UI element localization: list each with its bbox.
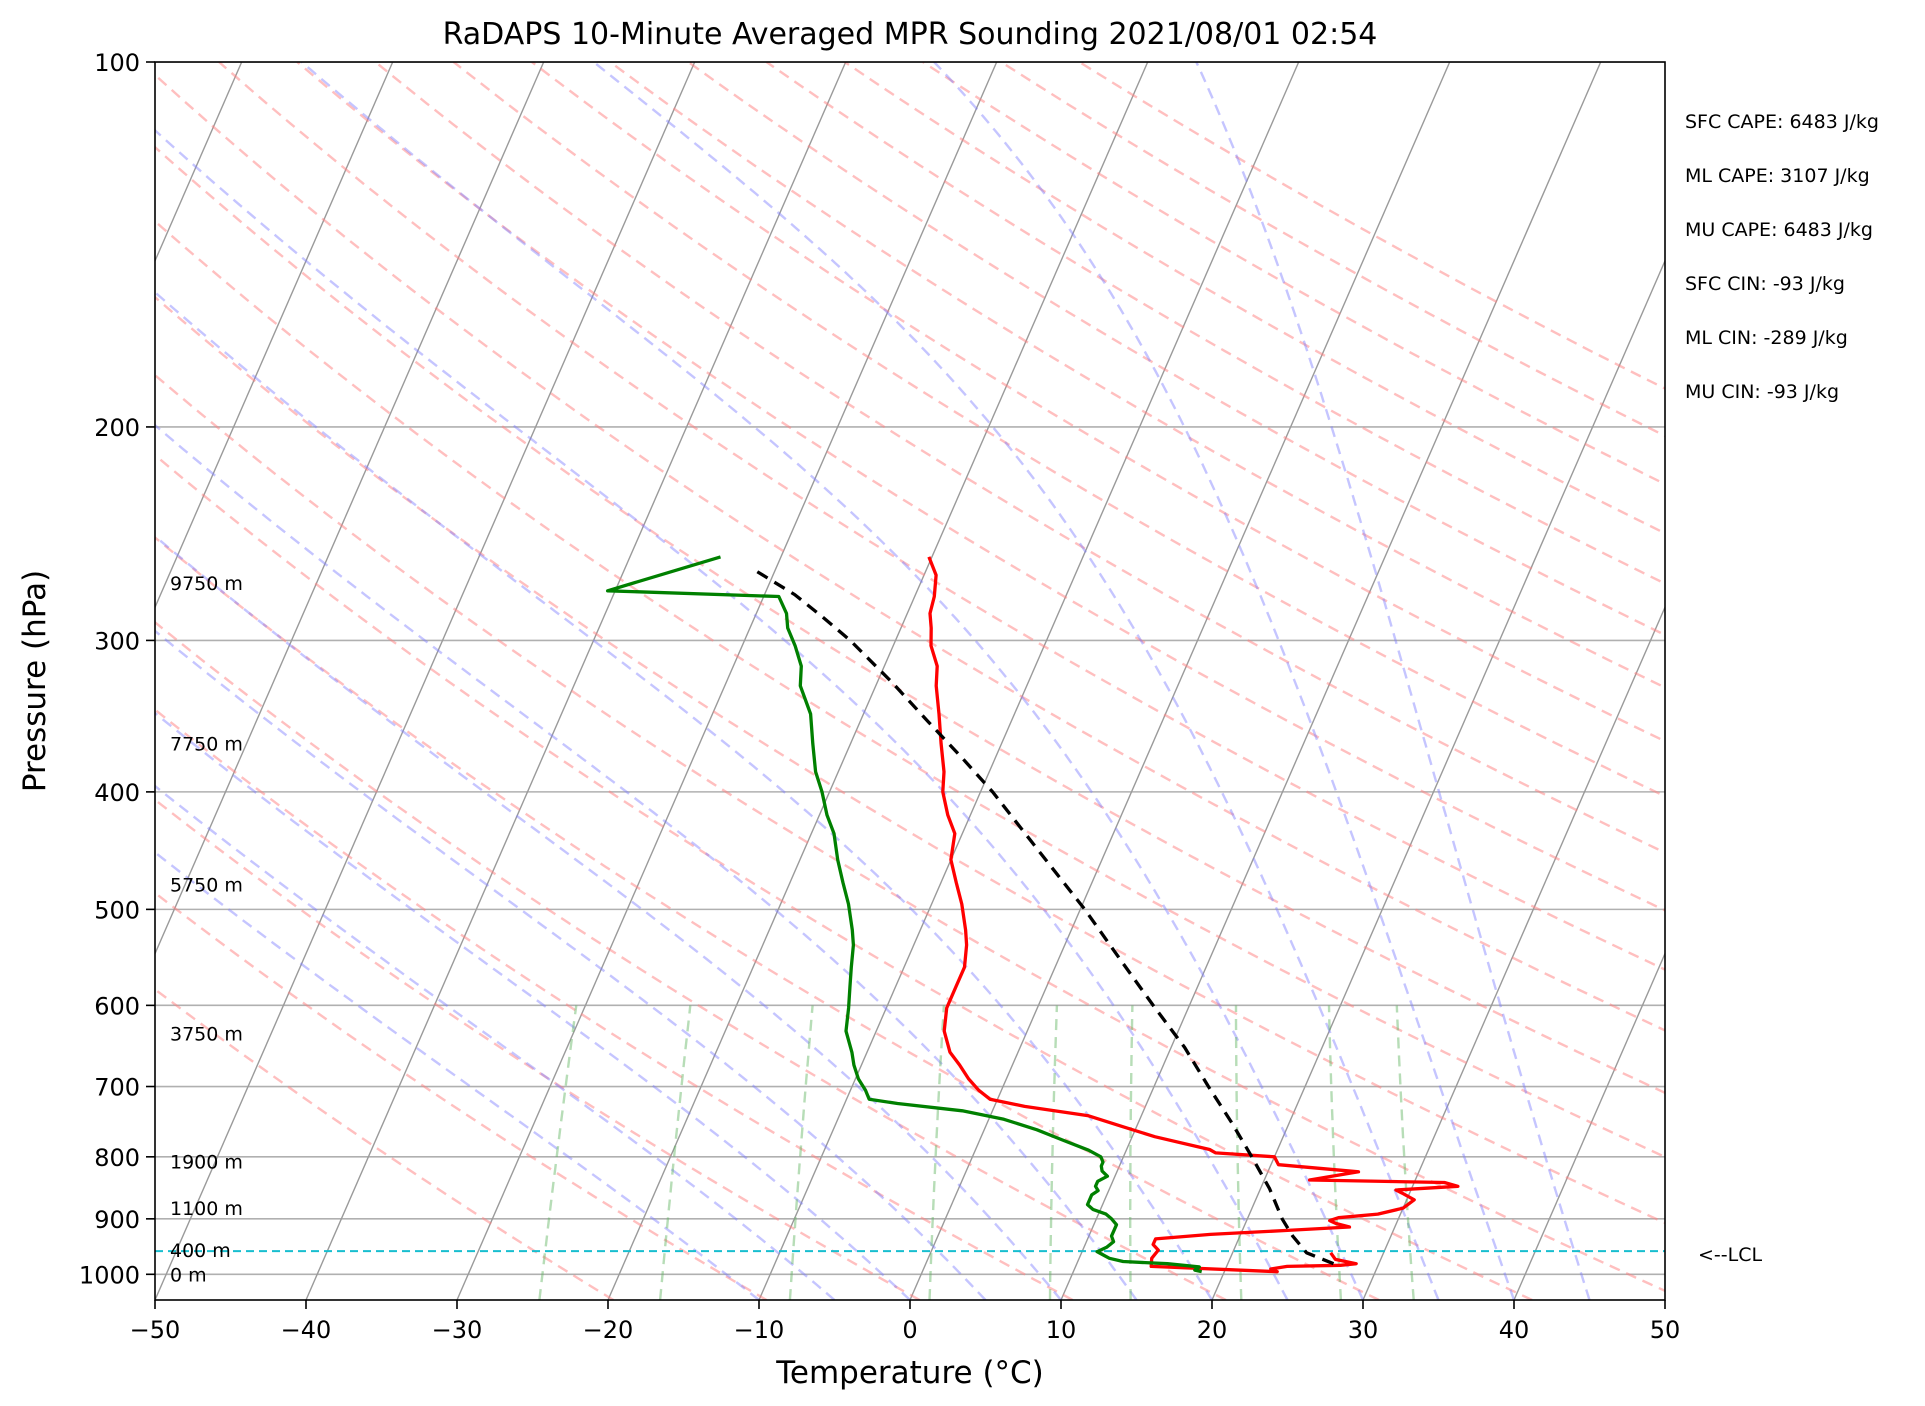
stability-index: SFC CAPE: 6483 J/kg [1685, 111, 1879, 133]
profile-lines [155, 555, 1665, 1274]
mixing-ratio-line [1129, 1005, 1134, 1300]
y-tick-label: 1000 [79, 1261, 140, 1289]
dry-adiabat [155, 145, 1665, 1095]
background-lines [155, 62, 1665, 1300]
height-label: 9750 m [170, 573, 243, 595]
x-tick-label: −30 [432, 1316, 483, 1344]
dry-adiabat [155, 536, 1380, 1300]
height-label: 3750 m [170, 1024, 243, 1046]
mixing-ratio-line [658, 1005, 692, 1300]
dry-adiabat [155, 295, 1665, 1225]
mixing-ratio-line [538, 1005, 578, 1300]
parcel-profile [752, 567, 1335, 1266]
isotherm-line [607, 62, 1149, 1300]
dry-adiabat [609, 62, 1665, 689]
y-tick-label: 600 [94, 992, 140, 1020]
x-tick-label: 50 [1650, 1316, 1681, 1344]
moist-adiabat [592, 62, 1440, 1300]
height-label: 1900 m [170, 1151, 243, 1173]
isotherm-line [1211, 259, 1665, 1300]
dry-adiabat [155, 708, 1074, 1300]
x-tick-label: −10 [734, 1316, 785, 1344]
height-label: 5750 m [170, 875, 243, 897]
dry-adiabat [218, 62, 1665, 971]
x-axis-ticks: −50 −40 −30 −20 −10 0 10 20 30 40 50 [130, 1300, 1681, 1344]
y-tick-label: 700 [94, 1074, 140, 1102]
dry-adiabat [155, 73, 1665, 1032]
x-tick-label: 0 [902, 1316, 917, 1344]
height-label: 1100 m [170, 1198, 243, 1220]
stability-index: SFC CIN: -93 J/kg [1685, 273, 1845, 295]
moist-adiabat [155, 423, 1138, 1300]
isotherm-line [155, 62, 394, 610]
stability-index: MU CIN: -93 J/kg [1685, 381, 1839, 403]
isotherm-line [1362, 605, 1665, 1300]
height-label: 400 m [170, 1240, 231, 1262]
x-tick-label: −20 [583, 1316, 634, 1344]
isotherm-line [1513, 951, 1665, 1300]
x-axis-label: Temperature (°C) [775, 1355, 1044, 1391]
isotherm-line [758, 62, 1300, 1300]
mixing-ratio-line [1048, 1005, 1059, 1300]
mixing-ratio-line [1327, 1005, 1343, 1300]
moist-adiabat [155, 850, 760, 1300]
y-tick-label: 400 [94, 779, 140, 807]
stability-index: ML CAPE: 3107 J/kg [1685, 165, 1870, 187]
moist-adiabat [155, 128, 1289, 1300]
y-axis-label: Pressure (hPa) [17, 570, 53, 792]
x-tick-label: 40 [1499, 1316, 1530, 1344]
x-tick-label: −40 [281, 1316, 332, 1344]
y-tick-label: 200 [94, 414, 140, 442]
dry-adiabat [452, 62, 1665, 798]
y-axis-ticks: 1000 900 800 700 600 500 400 300 200 100 [79, 49, 155, 1289]
y-tick-label: 300 [94, 627, 140, 655]
y-tick-label: 800 [94, 1144, 140, 1172]
isotherm-line [155, 62, 696, 1300]
x-tick-label: −50 [130, 1316, 181, 1344]
dry-adiabat [687, 62, 1665, 637]
mixing-ratio-line [928, 1005, 946, 1300]
dewpoint-profile [605, 555, 1203, 1274]
isotherm-line [305, 62, 847, 1300]
x-tick-label: 10 [1046, 1316, 1077, 1344]
dry-adiabat [155, 219, 1665, 1159]
dry-adiabat [922, 62, 1665, 486]
dry-adiabat [765, 62, 1665, 585]
mixing-ratio-line [788, 1005, 814, 1300]
chart-title: RaDAPS 10-Minute Averaged MPR Sounding 2… [443, 17, 1378, 52]
dry-adiabat [531, 62, 1665, 743]
isotherm-line [909, 62, 1451, 1300]
x-tick-label: 20 [1197, 1316, 1228, 1344]
y-tick-label: 900 [94, 1206, 140, 1234]
x-tick-label: 30 [1348, 1316, 1379, 1344]
dry-adiabat [155, 373, 1665, 1293]
isotherm-line [155, 62, 545, 956]
stability-indices: SFC CAPE: 6483 J/kg ML CAPE: 3107 J/kg MU … [1685, 111, 1879, 403]
y-tick-label: 500 [94, 896, 140, 924]
dry-adiabat [155, 453, 1533, 1300]
dry-adiabat [1000, 62, 1665, 438]
dry-adiabat [155, 798, 921, 1300]
mixing-ratio-line [1395, 1005, 1415, 1300]
stability-index: ML CIN: -289 J/kg [1685, 327, 1848, 349]
height-label: 0 m [170, 1264, 207, 1286]
temperature-profile [927, 556, 1460, 1274]
moist-adiabat [155, 534, 1062, 1300]
dry-adiabat [155, 620, 1227, 1300]
isotherm-line [456, 62, 998, 1300]
plot-background [155, 62, 1665, 1300]
lcl-label: <--LCL [1698, 1244, 1762, 1266]
y-tick-label: 100 [94, 49, 140, 77]
stability-index: MU CAPE: 6483 J/kg [1685, 219, 1873, 241]
moist-adiabat [933, 62, 1516, 1300]
height-label: 7750 m [170, 734, 243, 756]
isotherm-line [1060, 62, 1602, 1300]
